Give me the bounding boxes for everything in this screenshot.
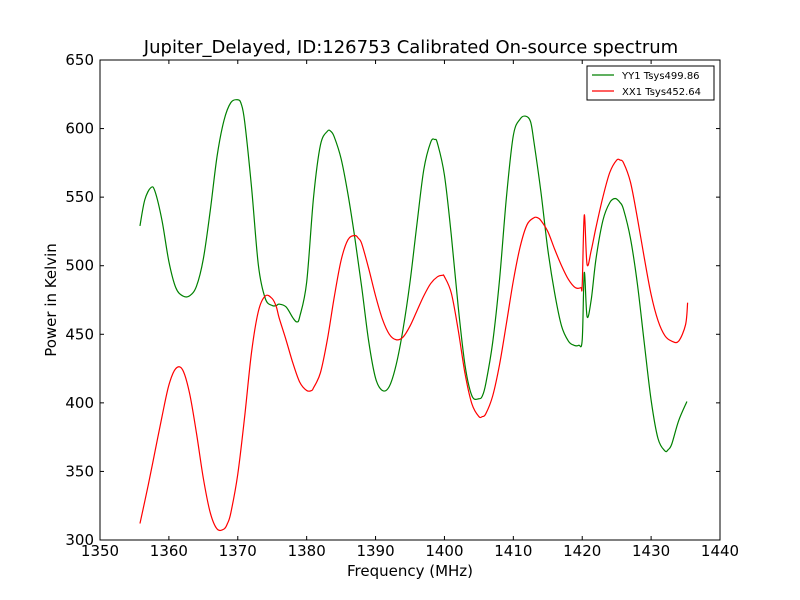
x-tick-label: 1380 [288,542,326,560]
x-tick-label: 1440 [701,542,739,560]
chart-title: Jupiter_Delayed, ID:126753 Calibrated On… [143,37,678,58]
y-tick-label: 650 [65,51,94,69]
legend-label-0: YY1 Tsys499.86 [621,71,700,82]
series-line-1 [139,158,689,532]
x-tick-label: 1410 [494,542,532,560]
legend-label-1: XX1 Tsys452.64 [622,87,701,98]
x-tick-label: 1420 [563,542,601,560]
axis-ticks: 1350 1360 1370 1380 1390 1400 1410 1420 1430 1440… [65,51,739,560]
legend: YY1 Tsys499.86 XX1 Tsys452.64 [586,65,715,101]
x-tick-label: 1430 [632,542,670,560]
plot-series [139,99,689,532]
x-tick-label: 1360 [150,542,188,560]
y-axis-label: Power in Kelvin [42,243,60,357]
x-tick-label: 1400 [425,542,463,560]
series-line-0 [139,99,688,453]
x-tick-label: 1350 [81,542,119,560]
y-tick-label: 300 [65,531,94,549]
x-tick-label: 1390 [356,542,394,560]
y-tick-label: 550 [65,188,94,206]
y-tick-label: 450 [65,325,94,343]
plot-frame [99,59,721,541]
x-tick-label: 1370 [219,542,257,560]
legend-box [586,65,715,101]
y-tick-label: 350 [65,462,94,480]
y-tick-label: 600 [65,120,94,138]
y-tick-label: 500 [65,257,94,275]
x-axis-label: Frequency (MHz) [347,562,473,580]
y-tick-label: 400 [65,394,94,412]
